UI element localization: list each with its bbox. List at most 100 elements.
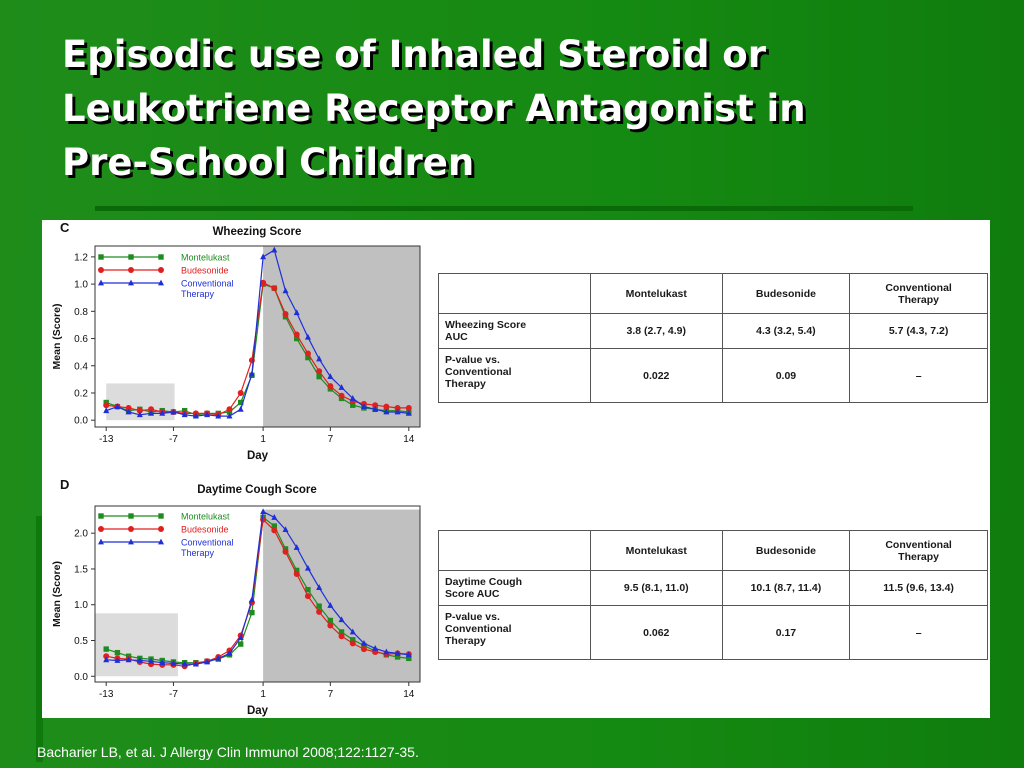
data-point [125, 656, 132, 663]
data-point [293, 331, 300, 338]
legend-marker [98, 513, 104, 519]
data-point [114, 657, 121, 663]
data-point [248, 370, 255, 377]
table-header-row: Montelukast Budesonide Conventional Therapy [438, 273, 988, 314]
data-point [350, 637, 356, 643]
table-row: P-value vs. Conventional Therapy 0.062 0.17– [438, 605, 988, 660]
data-point [192, 660, 199, 667]
plot-frame [94, 245, 421, 428]
data-point [148, 406, 155, 413]
row-label: Daytime Cough Score AUC [438, 570, 591, 606]
chart-title: Wheezing Score [213, 226, 302, 238]
data-point [237, 389, 244, 396]
data-point [148, 657, 155, 664]
data-point [316, 355, 323, 362]
table-cell: 0.022 [589, 348, 723, 403]
slide-title: Episodic use of Inhaled Steroid or Leuko… [62, 28, 992, 190]
data-point [204, 658, 211, 665]
data-point [103, 653, 110, 660]
data-point [215, 412, 222, 419]
data-point [305, 354, 311, 361]
data-point [338, 384, 345, 390]
table-cell: 0.062 [589, 605, 723, 660]
x-axis-label: Day [247, 705, 269, 717]
data-point [327, 617, 334, 624]
legend-label: Budesonide [181, 266, 229, 276]
data-point [125, 404, 132, 411]
row-label: Wheezing Score AUC [438, 313, 591, 349]
data-point [148, 409, 155, 416]
data-point [394, 408, 401, 415]
legend-marker [128, 254, 134, 260]
legend-marker [98, 279, 104, 286]
data-point [103, 646, 109, 652]
title-line: Leukotriene Receptor Antagonist in [62, 87, 806, 130]
legend-marker [158, 526, 164, 532]
table-row: Wheezing Score AUC 3.8 (2.7, 4.9) 4.3 (3.2,… [438, 313, 988, 349]
data-point [350, 402, 356, 408]
legend-marker [128, 526, 134, 532]
legend-marker [158, 513, 164, 519]
legend-marker [158, 254, 164, 260]
series-line [105, 283, 409, 416]
column-header: Budesonide [721, 530, 851, 571]
data-point [181, 411, 188, 418]
data-point [282, 287, 289, 294]
decorative-bar [95, 206, 913, 211]
data-point [226, 406, 233, 413]
column-header: Conventional Therapy [849, 273, 988, 314]
legend-marker [128, 538, 134, 545]
legend-marker [128, 279, 134, 286]
data-point [293, 570, 300, 577]
data-point [136, 657, 143, 663]
data-point [248, 596, 255, 603]
data-point [226, 649, 233, 656]
shaded-region [95, 613, 178, 677]
data-point [136, 407, 143, 414]
data-point [114, 403, 121, 409]
x-tick-label: 1 [260, 434, 266, 445]
table-cell: – [849, 605, 988, 660]
data-point [181, 660, 188, 667]
title-line: Episodic use of Inhaled Steroid or [62, 33, 766, 76]
data-point [260, 516, 267, 523]
x-tick-label: 7 [328, 434, 334, 445]
data-point [349, 640, 356, 647]
data-point [327, 383, 334, 390]
column-header: Budesonide [721, 273, 851, 314]
data-point [125, 408, 132, 415]
data-point [338, 629, 345, 635]
title-line: Pre-School Children [62, 141, 475, 184]
data-point [405, 651, 412, 658]
data-point [114, 649, 121, 656]
x-axis-label: Day [247, 450, 269, 462]
daytime-cough-score-chart: D Daytime Cough Score 0.0 0.5 1.0 1.5 2.0 -13 -7… [51, 477, 421, 717]
data-point [338, 616, 345, 623]
data-point [192, 412, 199, 419]
data-point [170, 659, 177, 666]
x-tick-label: -7 [169, 434, 178, 445]
data-point [383, 403, 390, 410]
data-point [271, 527, 278, 534]
data-point [282, 548, 289, 555]
data-point [271, 285, 278, 292]
wheezing-score-chart: C Wheezing Score 0.0 0.2 0.4 0.6 0.8 1.0 1.2 -13 -… [51, 220, 421, 462]
data-point [282, 526, 289, 533]
legend-marker [128, 513, 134, 519]
data-point [159, 659, 166, 666]
data-point [316, 373, 322, 380]
data-point [249, 609, 255, 616]
column-header: Montelukast [589, 273, 723, 314]
data-point [170, 408, 177, 415]
y-tick-label: 1.0 [74, 600, 88, 611]
panel-letter: D [60, 477, 69, 492]
citation: Bacharier LB, et al. J Allergy Clin Immu… [37, 744, 419, 760]
data-point [405, 409, 412, 416]
data-point [316, 608, 323, 615]
x-tick-label: 7 [328, 689, 334, 700]
data-point [304, 564, 311, 571]
data-point [327, 602, 334, 608]
series-line [106, 518, 409, 667]
data-point [260, 508, 267, 515]
cough-auc-table: Montelukast Budesonide Conventional Therapy… [438, 530, 988, 660]
